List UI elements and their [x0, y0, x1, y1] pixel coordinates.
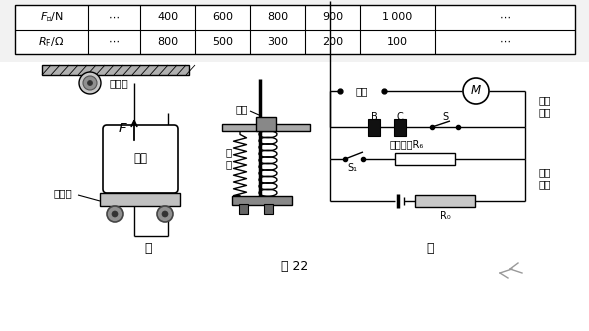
Text: 1 000: 1 000 — [382, 12, 413, 22]
Bar — [0, 62, 589, 331]
Text: $R_{\rm F}$/Ω: $R_{\rm F}$/Ω — [38, 35, 65, 49]
Text: ⋯: ⋯ — [108, 12, 120, 22]
Bar — [15, 5, 575, 54]
Text: $F_{\rm 压}$/N: $F_{\rm 压}$/N — [39, 10, 63, 24]
Text: S₁: S₁ — [347, 163, 357, 173]
Bar — [100, 193, 180, 206]
Text: 800: 800 — [157, 37, 178, 47]
Bar — [415, 195, 475, 207]
Circle shape — [83, 76, 97, 90]
Text: 图 22: 图 22 — [282, 260, 309, 272]
FancyBboxPatch shape — [103, 125, 178, 193]
Circle shape — [79, 72, 101, 94]
Text: 控制
电路: 控制 电路 — [539, 167, 551, 189]
Circle shape — [112, 211, 118, 217]
Text: B: B — [370, 112, 378, 122]
Bar — [239, 204, 248, 214]
Text: 900: 900 — [322, 12, 343, 22]
Bar — [256, 117, 276, 131]
Text: 衡铁: 衡铁 — [236, 104, 248, 114]
Text: 厢体: 厢体 — [133, 153, 147, 166]
Bar — [394, 119, 406, 136]
Text: ⋯: ⋯ — [499, 12, 511, 22]
Bar — [232, 196, 292, 205]
Circle shape — [107, 206, 123, 222]
Text: 800: 800 — [267, 12, 288, 22]
Text: 500: 500 — [212, 37, 233, 47]
Bar — [222, 124, 310, 131]
Text: 弹
簧: 弹 簧 — [226, 147, 232, 169]
Text: 力敏电阻R₆: 力敏电阻R₆ — [390, 139, 424, 149]
Text: 600: 600 — [212, 12, 233, 22]
Text: M: M — [471, 84, 481, 98]
Text: 电动机: 电动机 — [110, 78, 129, 88]
Circle shape — [88, 80, 92, 85]
Text: C: C — [396, 112, 403, 122]
Text: 承重板: 承重板 — [53, 188, 72, 198]
Circle shape — [157, 206, 173, 222]
Circle shape — [162, 211, 168, 217]
Text: F: F — [118, 122, 126, 135]
Bar — [42, 65, 189, 75]
Text: 200: 200 — [322, 37, 343, 47]
Bar — [395, 153, 455, 165]
Bar — [264, 204, 273, 214]
Text: 工作
电路: 工作 电路 — [539, 95, 551, 117]
Text: 电源: 电源 — [356, 86, 368, 96]
Text: ⋯: ⋯ — [499, 37, 511, 47]
Text: ⋯: ⋯ — [108, 37, 120, 47]
Text: R₀: R₀ — [439, 211, 451, 221]
Text: 乙: 乙 — [426, 243, 434, 256]
Text: 甲: 甲 — [144, 243, 152, 256]
Text: S: S — [442, 112, 448, 122]
Text: 300: 300 — [267, 37, 288, 47]
Text: 400: 400 — [157, 12, 178, 22]
Bar — [368, 119, 380, 136]
Text: 100: 100 — [387, 37, 408, 47]
Circle shape — [463, 78, 489, 104]
